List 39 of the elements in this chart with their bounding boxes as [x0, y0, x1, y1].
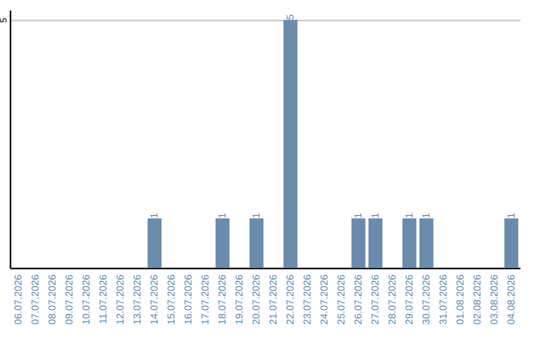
x-tick-label: 10.07.2026 [82, 274, 93, 325]
x-tick-label: 22.07.2026 [285, 274, 296, 325]
x-tick-label: 28.07.2026 [387, 274, 398, 325]
data-label: 1 [252, 212, 263, 218]
x-tick-label: 11.07.2026 [98, 274, 110, 324]
x-tick-label: 31.07.2026 [438, 274, 450, 325]
x-tick-label: 15.07.2026 [166, 274, 178, 325]
data-label: 5 [285, 14, 296, 20]
data-label: 1 [370, 212, 382, 218]
data-label: 1 [506, 212, 518, 218]
x-tick-label: 06.07.2026 [14, 274, 25, 325]
x-tick-label: 17.07.2026 [200, 274, 212, 325]
x-tick-label: 30.07.2026 [421, 274, 432, 325]
data-label: 1 [404, 212, 416, 218]
x-tick-label: 08.07.2026 [48, 274, 59, 325]
x-tick-label: 02.08.2026 [472, 274, 484, 325]
x-tick-label: 03.08.2026 [489, 274, 500, 325]
x-tick-label: 13.07.2026 [132, 274, 144, 325]
x-tick-label: 29.07.2026 [404, 274, 416, 325]
x-tick-label: 18.07.2026 [218, 274, 229, 325]
x-tick-label: 26.07.2026 [353, 274, 364, 325]
x-tick-label: 16.07.2026 [184, 274, 195, 325]
x-tick-label: 12.07.2026 [116, 274, 127, 325]
data-label: 1 [150, 212, 161, 218]
x-tick-label: 09.07.2026 [64, 274, 76, 325]
x-tick-label: 21.07.2026 [268, 274, 280, 325]
x-tick-label: 01.08.2026 [455, 274, 466, 325]
x-tick-label: 27.07.2026 [370, 274, 382, 325]
x-tick-label: 23.07.2026 [302, 274, 314, 325]
x-tick-label: 19.07.2026 [234, 274, 246, 325]
data-label: 1 [421, 212, 432, 218]
x-tick-label: 25.07.2026 [336, 274, 348, 325]
x-tick-label: 14.07.2026 [150, 274, 161, 325]
data-label: 1 [218, 212, 229, 218]
x-tick-label: 07.07.2026 [30, 274, 42, 325]
x-tick-label: 04.08.2026 [506, 274, 518, 325]
x-tick-label: 20.07.2026 [252, 274, 263, 325]
x-tick-label: 24.07.2026 [319, 274, 330, 325]
data-label: 1 [353, 212, 364, 218]
